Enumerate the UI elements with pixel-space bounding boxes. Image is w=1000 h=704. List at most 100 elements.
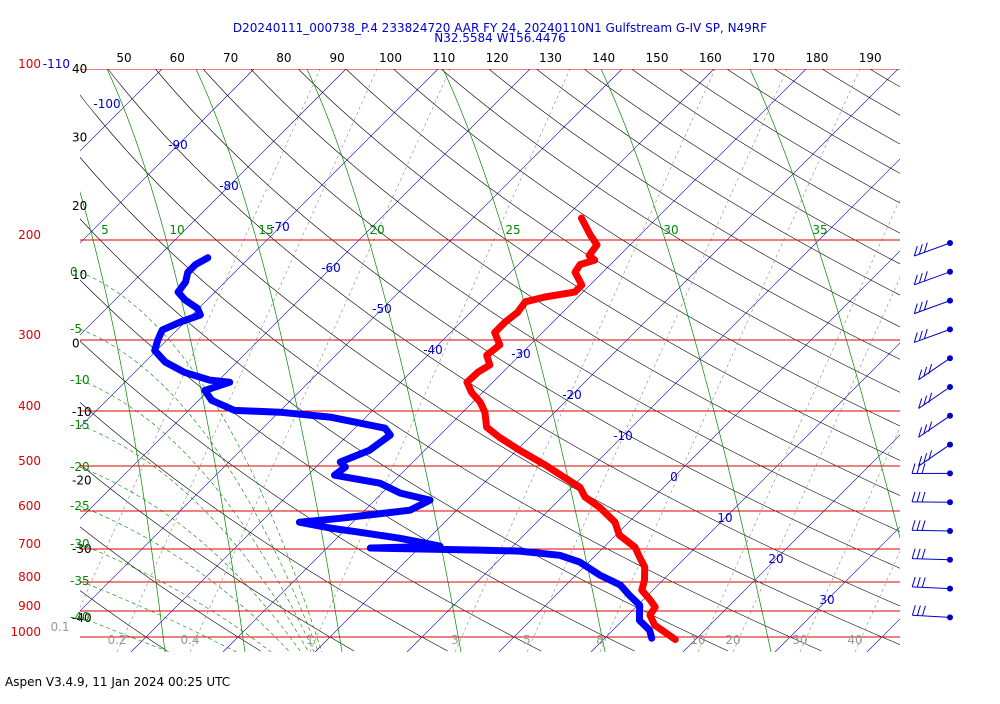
dry-adiabat-label: 130 <box>539 51 562 65</box>
dry-adiabat-label: 110 <box>432 51 455 65</box>
barb-feather <box>914 246 917 256</box>
wind-barb <box>912 605 953 620</box>
barb-station <box>947 470 953 476</box>
barb-feather <box>912 520 915 530</box>
dry-adiabat-label: 160 <box>699 51 722 65</box>
barb-feather <box>912 549 915 559</box>
moist-adiabat-label: -35 <box>70 574 90 588</box>
isotherm <box>407 69 990 652</box>
barb-station <box>947 614 953 620</box>
barb-feather <box>917 577 920 587</box>
barb-station <box>947 528 953 534</box>
y-tick-label: 400 <box>18 399 41 413</box>
isotherm-label: -100 <box>93 97 120 111</box>
isotherm-label: -60 <box>321 261 341 275</box>
barb-feather <box>912 492 915 502</box>
y-tick-label: 600 <box>18 499 41 513</box>
mixing-ratio-label: 3 <box>451 633 459 647</box>
barb-feather <box>922 577 925 587</box>
barb-station <box>947 269 953 275</box>
dry-adiabat-label: 30 <box>72 131 87 145</box>
isotherm-label: 30 <box>819 593 834 607</box>
barb-station <box>947 442 953 448</box>
mixing-ratio-line <box>190 69 450 652</box>
moist-adiabat-label: -5 <box>70 322 82 336</box>
barb-feather <box>929 393 932 403</box>
dewpoint-profile <box>155 258 652 638</box>
moist-adiabat-label: 0 <box>70 265 78 279</box>
moist-adiabat <box>80 506 340 700</box>
barb-feather <box>922 492 925 502</box>
mixing-ratio-label: 8 <box>596 633 604 647</box>
dry-adiabat <box>632 69 1000 651</box>
isotherm-label: -80 <box>219 179 239 193</box>
barb-feather <box>929 450 932 460</box>
mixing-ratio-label: 20 <box>725 633 740 647</box>
moist-adiabat-label: 15 <box>258 223 273 237</box>
moist-adiabat-label: -20 <box>70 460 90 474</box>
isotherm <box>0 69 162 652</box>
mixing-ratio-label: 30 <box>792 633 807 647</box>
barb-station <box>947 384 953 390</box>
isotherm <box>499 69 1000 652</box>
moist-adiabat-label: -30 <box>70 537 90 551</box>
barb-feather <box>917 520 920 530</box>
dry-adiabat-label: 80 <box>276 51 291 65</box>
barb-feather <box>917 492 920 502</box>
wind-barb <box>914 298 953 314</box>
moist-adiabat-label: 25 <box>505 223 520 237</box>
barb-station <box>947 557 953 563</box>
isotherm-label: 0 <box>670 470 678 484</box>
wind-barb <box>912 577 953 592</box>
isotherm <box>0 69 530 652</box>
temperature-profile <box>467 218 675 639</box>
moist-adiabat <box>80 380 340 700</box>
barb-feather <box>912 605 915 615</box>
dry-adiabat <box>917 69 1000 651</box>
mixing-ratio-label: 40 <box>847 633 862 647</box>
y-tick-label: 900 <box>18 599 41 613</box>
moist-adiabat-label: -40 <box>70 610 90 624</box>
dry-adiabat-label: 170 <box>752 51 775 65</box>
isotherm <box>959 69 1000 652</box>
isotherm-label: -90 <box>168 138 188 152</box>
isotherm <box>0 69 346 652</box>
barb-station <box>947 499 953 505</box>
grid-layer <box>0 69 1000 700</box>
wind-barb <box>914 326 953 342</box>
dry-adiabat-label: 120 <box>486 51 509 65</box>
isotherm <box>0 69 438 652</box>
mixing-ratio-label: 0.1 <box>50 620 69 634</box>
dry-adiabat <box>489 69 1000 651</box>
barb-station <box>947 413 953 419</box>
mixing-ratio-line <box>800 69 1000 652</box>
y-tick-label: 300 <box>18 328 41 342</box>
isotherm <box>131 69 714 652</box>
mixing-ratio-label: 0.4 <box>180 633 199 647</box>
barb-station <box>947 240 953 246</box>
dry-adiabat-label: 20 <box>72 199 87 213</box>
moist-adiabat-label: 30 <box>663 223 678 237</box>
barb-station <box>947 586 953 592</box>
wind-barb <box>912 464 953 477</box>
y-tick-label: 800 <box>18 570 41 584</box>
mixing-ratio-line <box>117 69 377 652</box>
dry-adiabat <box>346 69 1000 651</box>
isotherm <box>39 69 622 652</box>
mixing-ratio-label: 10 <box>690 633 705 647</box>
barb-feather <box>917 606 920 616</box>
dry-adiabat <box>108 69 1000 651</box>
barb-staff <box>912 559 950 560</box>
moist-adiabat <box>35 69 165 652</box>
mixing-ratio-label: 1 <box>306 633 314 647</box>
isotherm-label: 20 <box>768 552 783 566</box>
barb-feather <box>912 577 915 587</box>
isotherm <box>775 69 1000 652</box>
y-tick-label: 100 <box>18 57 41 71</box>
mixing-ratio-label: 5 <box>523 633 531 647</box>
dry-adiabat-label: 140 <box>592 51 615 65</box>
mixing-ratio-line <box>855 69 1000 652</box>
dry-adiabat-label: -10 <box>72 405 92 419</box>
